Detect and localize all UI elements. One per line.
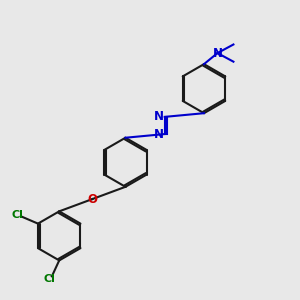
Text: N: N bbox=[154, 110, 164, 123]
Text: Cl: Cl bbox=[44, 274, 55, 284]
Text: N: N bbox=[212, 46, 223, 60]
Text: O: O bbox=[87, 193, 97, 206]
Text: Cl: Cl bbox=[11, 210, 23, 220]
Text: N: N bbox=[154, 128, 164, 141]
